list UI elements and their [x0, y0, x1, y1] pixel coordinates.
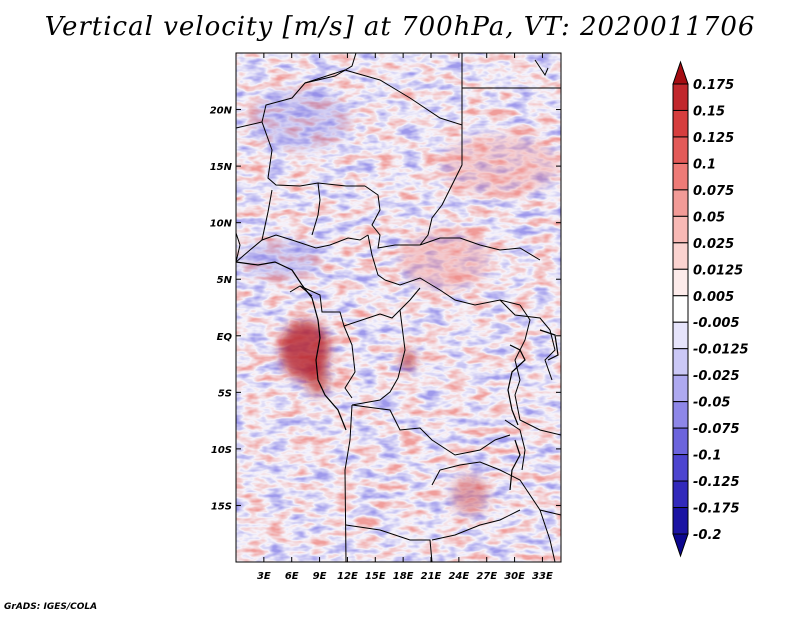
colorbar-label: 0.025: [693, 237, 734, 252]
colorbar-label: 0.05: [693, 210, 725, 225]
colorbar-segment: [672, 83, 689, 111]
colorbar-label: -0.05: [693, 396, 730, 411]
lat-tick-label: EQ: [217, 332, 233, 343]
lat-tick-label: 15S: [211, 501, 232, 512]
colorbar-segment: [672, 454, 689, 482]
software-credit: GrADS: IGES/COLA: [4, 602, 98, 612]
lon-tick-label: 6E: [285, 571, 299, 582]
colorbar-segment: [672, 189, 689, 217]
colorbar-segment: [672, 268, 689, 297]
lon-tick-label: 12E: [337, 571, 358, 582]
colorbar-segment: [672, 136, 689, 164]
colorbar-label: 0.15: [693, 104, 725, 119]
lat-tick-label: 20N: [210, 106, 233, 117]
colorbar-label: 0.175: [693, 78, 734, 93]
colorbar-segment: [672, 321, 689, 350]
lat-tick-label: 15N: [210, 162, 233, 173]
colorbar-segment: [672, 109, 689, 138]
colorbar-label: -0.1: [693, 449, 721, 464]
colorbar-segment: [672, 401, 689, 429]
colorbar-segment: [672, 480, 689, 509]
coastlines: [236, 261, 559, 491]
colorbar-label: -0.175: [693, 502, 740, 517]
colorbar-label: -0.025: [693, 369, 740, 384]
colorbar-label: 0.125: [693, 131, 734, 146]
latitude-ticks: 20N 15N 10N 5N EQ 5S 10S 15S: [210, 106, 561, 512]
colorbar-label: -0.075: [693, 422, 740, 437]
colorbar-segment: [672, 242, 689, 270]
lat-tick-label: 10S: [211, 445, 232, 456]
strong-ascent-areas: [240, 90, 560, 515]
colorbar-segment: [672, 295, 689, 323]
colorbar-segment: [672, 374, 689, 403]
longitude-ticks: 3E 6E 9E 12E 15E 18E 21E 24E 27E 30E 33E: [257, 53, 553, 582]
colorbar-label: -0.2: [693, 528, 721, 543]
chart-title: Vertical velocity [m/s] at 700hPa, VT: 2…: [44, 12, 756, 42]
colorbar-segment: [672, 215, 689, 244]
lon-tick-label: 21E: [421, 571, 442, 582]
lon-tick-label: 24E: [448, 571, 469, 582]
lon-tick-label: 30E: [504, 571, 525, 582]
map-frame: [235, 52, 562, 563]
colorbar-label: 0.0125: [693, 263, 743, 278]
lat-tick-label: 10N: [210, 219, 233, 230]
colorbar-segment: [672, 348, 689, 376]
lon-tick-label: 9E: [313, 571, 327, 582]
lon-tick-label: 3E: [257, 571, 271, 582]
colorbar-top-arrow: [672, 60, 689, 85]
colorbar-label: 0.075: [693, 184, 734, 199]
lat-tick-label: 5N: [217, 275, 233, 286]
colorbar-label: 0.005: [693, 290, 734, 305]
colorbar-label: -0.125: [693, 475, 740, 490]
colorbar: 0.175 0.15 0.125 0.1 0.075 0.05 0.025 0.0125 0.0…: [672, 60, 749, 558]
lon-tick-label: 15E: [365, 571, 386, 582]
lon-tick-label: 27E: [476, 571, 497, 582]
country-borders: [236, 53, 561, 562]
lon-tick-label: 18E: [393, 571, 414, 582]
velocity-field: [236, 53, 561, 562]
colorbar-segment: [672, 507, 689, 535]
colorbar-segment: [672, 162, 689, 191]
lon-tick-label: 33E: [532, 571, 553, 582]
lat-tick-label: 5S: [218, 388, 232, 399]
colorbar-label: -0.0125: [693, 343, 749, 358]
colorbar-label: 0.1: [693, 157, 716, 172]
colorbar-label: -0.005: [693, 316, 740, 331]
colorbar-segment: [672, 427, 689, 456]
colorbar-bottom-arrow: [672, 533, 689, 558]
